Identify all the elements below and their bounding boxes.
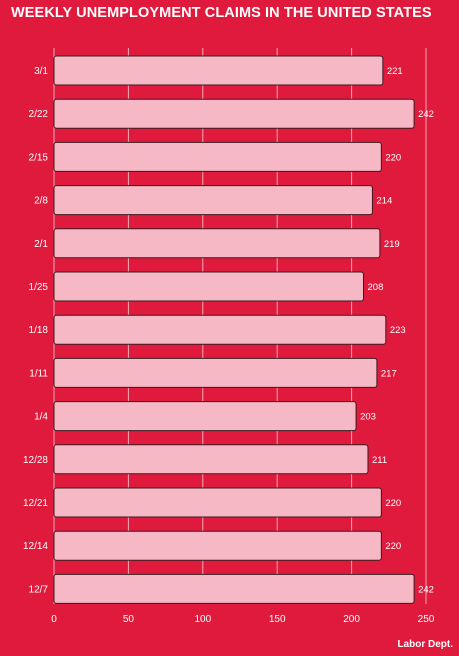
- bar: [53, 228, 381, 259]
- category-label: 12/14: [23, 541, 48, 552]
- bars: [53, 55, 415, 604]
- category-label: 2/8: [34, 196, 48, 207]
- bar: [53, 185, 373, 216]
- bar: [53, 98, 415, 129]
- bar: [53, 401, 357, 432]
- value-label: 208: [368, 282, 384, 293]
- value-label: 221: [387, 66, 403, 77]
- value-label: 220: [385, 541, 401, 552]
- bar: [53, 55, 384, 86]
- bar: [53, 487, 382, 518]
- category-label: 1/25: [29, 282, 49, 293]
- category-label: 12/21: [23, 498, 48, 509]
- category-label: 2/22: [29, 109, 49, 120]
- bar: [53, 314, 387, 345]
- category-label: 1/18: [29, 325, 49, 336]
- value-label: 219: [384, 239, 400, 250]
- category-label: 12/7: [29, 584, 49, 595]
- source-note: Labor Dept.: [397, 639, 453, 650]
- value-label: 214: [376, 196, 392, 207]
- x-tick-label: 50: [123, 614, 135, 625]
- category-label: 12/28: [23, 455, 48, 466]
- x-tick-label: 100: [194, 614, 211, 625]
- value-label: 220: [385, 498, 401, 509]
- x-tick-label: 200: [343, 614, 360, 625]
- x-tick-label: 150: [269, 614, 286, 625]
- category-label: 2/15: [29, 152, 49, 163]
- chart-title: WEEKLY UNEMPLOYMENT CLAIMS IN THE UNITED…: [11, 5, 432, 21]
- bar: [53, 573, 415, 604]
- category-label: 3/1: [34, 66, 48, 77]
- bar: [53, 444, 369, 475]
- labels: 0 50 100 150 200 250 3/1 221 2/22 242 2/15 220 2/8 21…: [23, 66, 435, 625]
- category-label: 2/1: [34, 239, 48, 250]
- value-label: 217: [381, 368, 397, 379]
- category-label: 1/11: [29, 368, 48, 379]
- value-label: 220: [385, 152, 401, 163]
- category-label: 1/4: [34, 412, 48, 423]
- value-label: 203: [360, 412, 376, 423]
- x-tick-label: 0: [51, 614, 57, 625]
- bar: [53, 271, 365, 302]
- value-label: 211: [372, 455, 387, 466]
- value-label: 242: [418, 109, 434, 120]
- bar: [53, 530, 382, 561]
- x-tick-label: 250: [418, 614, 435, 625]
- bar: [53, 357, 378, 388]
- value-label: 223: [390, 325, 406, 336]
- bar: [53, 141, 382, 172]
- value-label: 242: [418, 584, 434, 595]
